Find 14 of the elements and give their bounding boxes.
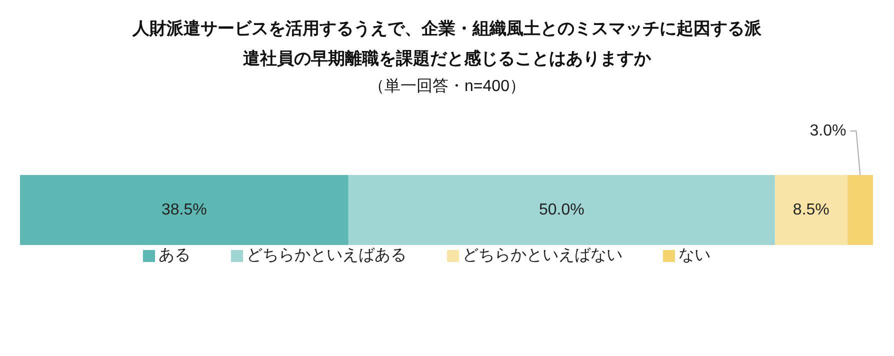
chart-title: 人財派遣サービスを活用するうえで、企業・組織風土とのミスマッチに起因する派遣社員の早期離職を課題だと感じることはありますか: [131, 18, 762, 70]
bar: [774, 175, 848, 245]
data-label: 38.5%: [162, 202, 207, 218]
legend-label: どちらかといえばない: [462, 247, 622, 264]
data-label: 50.0%: [538, 202, 584, 218]
data-label: 8.5%: [792, 202, 830, 218]
legend-label: ある: [158, 247, 190, 264]
legend-label: どちらかといえばある: [246, 247, 406, 264]
chart-subtitle: （単一回答・n=400）: [368, 77, 526, 97]
bar: [348, 175, 775, 245]
data-label: 3.0%: [810, 122, 846, 140]
legend-label: ない: [678, 247, 710, 264]
bar: [847, 175, 873, 245]
bar: [20, 175, 348, 245]
